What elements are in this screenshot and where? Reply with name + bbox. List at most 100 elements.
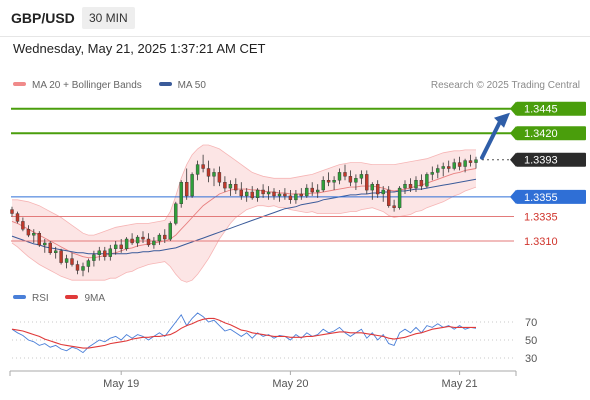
candle — [174, 201, 178, 226]
legend-label-ma20: MA 20 + Bollinger Bands — [32, 80, 142, 91]
candle — [124, 237, 129, 251]
candle-body-up — [403, 183, 407, 189]
candle-body-up — [354, 178, 358, 183]
candle-body-up — [425, 174, 429, 187]
level-label-1-3310: 1.3310 — [524, 236, 558, 248]
candle-body-down — [206, 168, 211, 177]
candle-body-down — [37, 232, 41, 246]
legend-item-ma20: MA 20 + Bollinger Bands — [13, 80, 142, 91]
level-tag-1-3393 — [516, 152, 586, 167]
candle — [305, 184, 309, 198]
candle-body-down — [457, 162, 462, 167]
candle — [10, 206, 14, 217]
candle — [146, 233, 151, 247]
candle-body-down — [392, 205, 396, 208]
candle — [228, 180, 233, 196]
candle — [163, 229, 167, 243]
candle-body-down — [59, 250, 63, 263]
candle-body-up — [168, 223, 173, 240]
candle — [310, 182, 314, 196]
candle — [113, 241, 118, 255]
candle — [463, 158, 467, 173]
candle-body-down — [387, 189, 391, 206]
level-tag-pointer — [510, 189, 516, 204]
candle — [168, 221, 173, 241]
candle-body-down — [146, 238, 151, 246]
candles-layer — [10, 154, 478, 277]
candle-body-up — [97, 250, 102, 255]
candle — [261, 184, 265, 198]
candle-body-up — [113, 244, 118, 249]
candle — [447, 160, 451, 173]
candle — [419, 174, 424, 190]
candle-body-up — [135, 236, 140, 244]
candle-body-down — [376, 183, 380, 195]
candle — [277, 190, 282, 202]
timeframe-badge[interactable]: 30 MIN — [82, 7, 135, 29]
candle-body-down — [21, 221, 25, 230]
legend-item-9ma: 9MA — [65, 293, 105, 304]
candle-body-up — [414, 179, 418, 189]
candle-body-down — [365, 174, 369, 191]
x-axis-label: May 21 — [442, 378, 478, 390]
candle — [26, 225, 31, 238]
candle — [179, 180, 183, 208]
level-lines-layer: 1.3445 1.3420 1.3393 1.3355 1.3335 1.3310 — [11, 101, 586, 248]
candle-body-down — [468, 160, 473, 163]
price-legend: MA 20 + Bollinger Bands MA 50 — [13, 80, 220, 91]
candle-body-up — [294, 193, 298, 201]
candle-body-up — [179, 181, 183, 204]
candle-body-down — [250, 191, 254, 199]
candle-body-up — [305, 187, 309, 197]
candle-body-up — [92, 254, 96, 261]
candle-body-up — [86, 260, 91, 267]
candle-body-down — [163, 234, 167, 240]
x-axis-label: May 20 — [272, 378, 308, 390]
candle-body-down — [70, 258, 74, 265]
legend-label-9ma: 9MA — [84, 293, 106, 304]
candle — [190, 172, 194, 198]
candle — [223, 176, 227, 192]
candle — [288, 190, 293, 204]
candle — [75, 260, 80, 275]
candle-body-up — [81, 266, 85, 271]
candle-body-down — [283, 193, 287, 197]
candle — [436, 164, 440, 179]
candle — [157, 233, 162, 245]
candle — [381, 186, 385, 202]
candle — [294, 190, 298, 204]
legend-swatch-ma50 — [158, 82, 172, 87]
candle-body-down — [234, 183, 238, 191]
candle — [250, 186, 254, 200]
candle — [332, 176, 336, 190]
candle — [92, 250, 96, 267]
bollinger-band-fill — [12, 145, 476, 283]
candle — [316, 184, 320, 198]
candle-body-down — [261, 189, 265, 195]
candle — [430, 166, 434, 181]
candle-body-down — [272, 191, 276, 197]
candle-body-down — [184, 181, 189, 197]
candle — [452, 158, 456, 171]
candle — [425, 172, 429, 189]
level-label-1-3393: 1.3393 — [524, 155, 558, 167]
rsi-level-label-70: 70 — [525, 317, 537, 329]
candle — [43, 239, 47, 253]
candle-body-down — [223, 181, 227, 189]
candle — [468, 154, 473, 167]
candle-body-down — [217, 172, 222, 183]
candle-body-up — [277, 193, 282, 197]
candle — [239, 182, 244, 200]
candle-body-down — [310, 187, 314, 193]
candle-body-up — [195, 164, 200, 175]
candle — [255, 188, 260, 202]
rsi-layer: 70 50 30 — [11, 312, 537, 365]
candle-body-up — [152, 240, 156, 246]
candle — [376, 180, 380, 198]
candle-body-up — [441, 166, 445, 169]
candle-body-down — [419, 179, 424, 187]
candle — [387, 186, 391, 208]
candle — [212, 168, 216, 187]
candle — [414, 176, 418, 192]
